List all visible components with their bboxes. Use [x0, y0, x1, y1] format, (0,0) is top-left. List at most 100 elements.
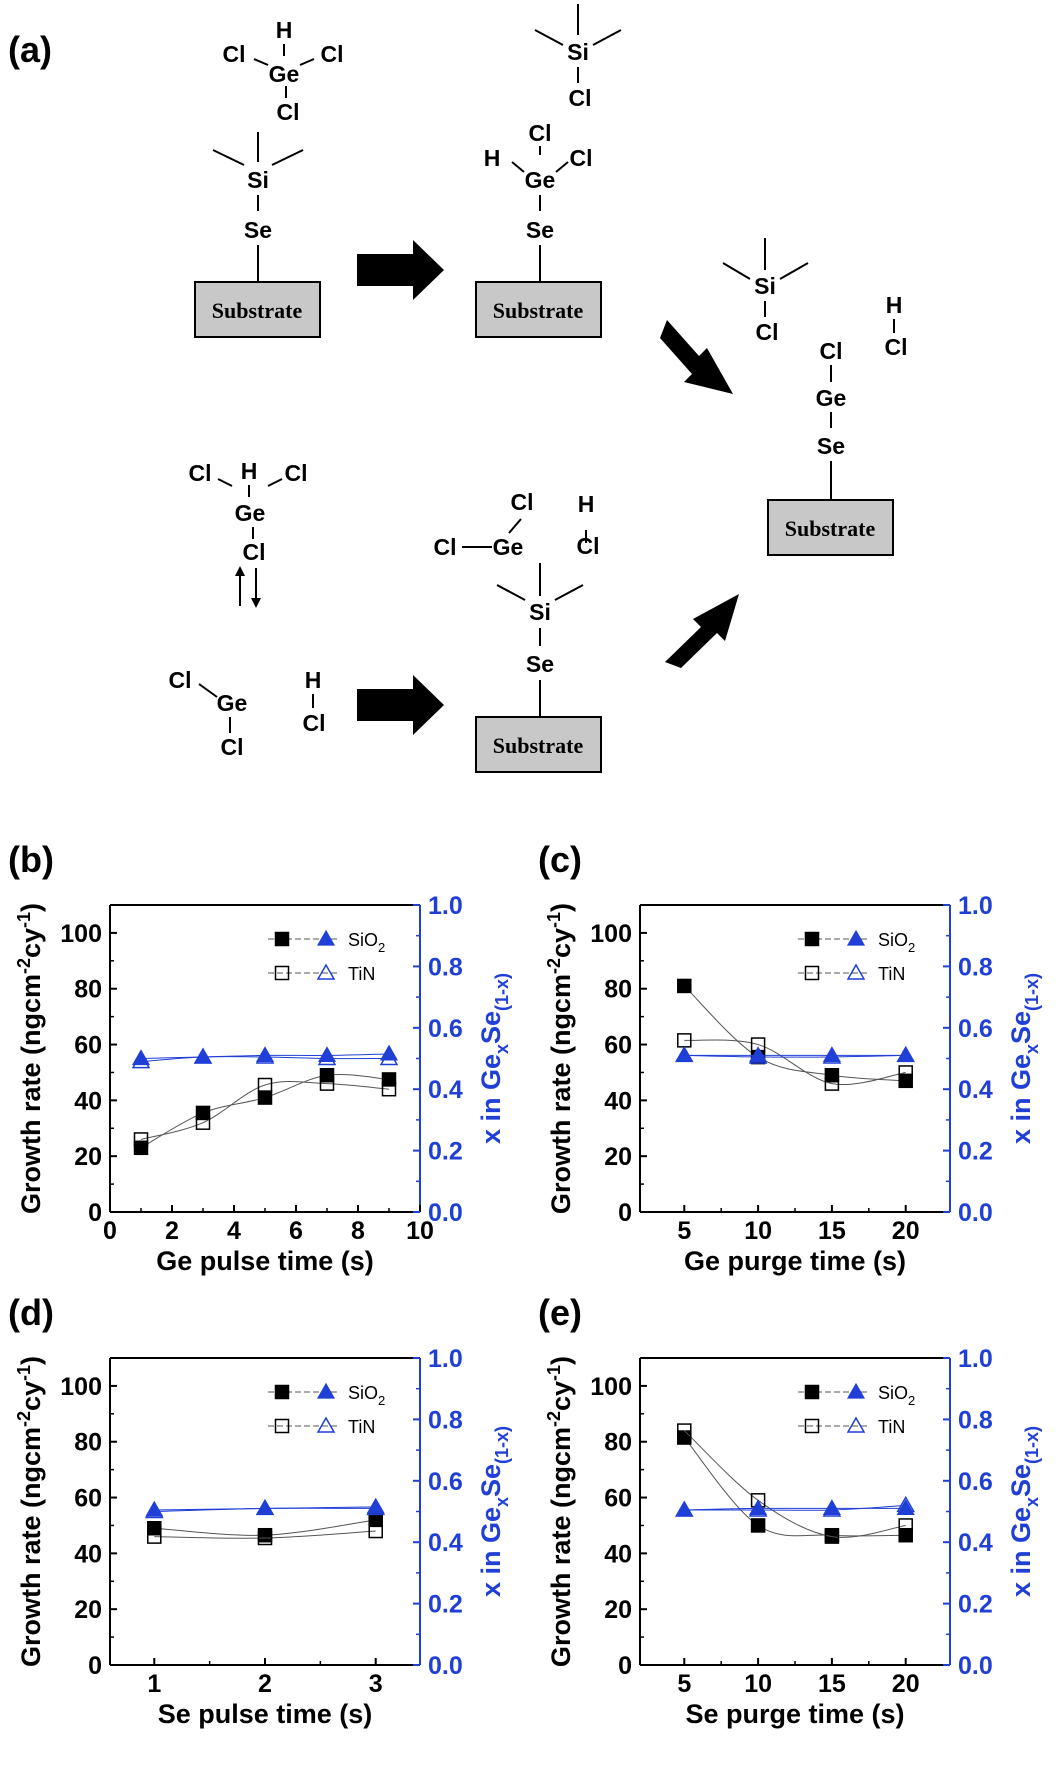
y2-tick-label: 0.8 — [958, 1406, 993, 1434]
y2-tick-label: 0.4 — [428, 1076, 463, 1104]
data-point-triangle-filled — [846, 929, 866, 946]
data-point-triangle-open — [748, 1500, 768, 1517]
atom: Si — [567, 39, 589, 65]
y-tick-label: 100 — [590, 920, 632, 948]
y2-tick-label: 0.4 — [958, 1076, 993, 1104]
svg-text:Substrate: Substrate — [785, 516, 876, 541]
x-tick-label: 6 — [289, 1217, 303, 1245]
data-point-triangle-open — [366, 1498, 386, 1516]
data-point-square-open — [274, 965, 290, 981]
data-point-square-open — [319, 1076, 335, 1091]
y2-tick-label: 0.8 — [428, 953, 463, 981]
atom: Ge — [493, 534, 524, 560]
y-tick-label: 100 — [590, 1373, 632, 1401]
series-line — [684, 1507, 906, 1511]
data-point-square-open — [804, 965, 820, 981]
x-tick-label: 20 — [892, 1217, 920, 1245]
y2-tick-label: 1.0 — [428, 1345, 463, 1373]
data-point-triangle-filled — [675, 1500, 694, 1517]
data-point-triangle-filled — [749, 1046, 768, 1063]
y2-tick-label: 0.0 — [958, 1199, 993, 1227]
svg-text:Substrate: Substrate — [493, 298, 584, 323]
atom: Cl — [569, 85, 592, 111]
data-point-triangle-filled — [255, 1499, 275, 1516]
svg-text:Substrate: Substrate — [212, 298, 303, 323]
data-point-triangle-filled — [366, 1497, 385, 1514]
x-tick-label: 0 — [103, 1217, 117, 1245]
y-tick-label: 20 — [604, 1143, 632, 1171]
data-point-square-filled — [898, 1073, 913, 1089]
atom: Ge — [525, 167, 556, 193]
x-tick-label: 5 — [677, 1217, 691, 1245]
atom: Cl — [277, 99, 300, 125]
y2-tick-label: 0.0 — [428, 1652, 463, 1680]
atom: Ge — [269, 61, 300, 87]
data-point-triangle-filled — [255, 1046, 275, 1063]
data-point-triangle-filled — [193, 1047, 213, 1064]
series-line — [154, 1507, 376, 1512]
y-tick-label: 40 — [74, 1087, 102, 1115]
y2-tick-label: 0.8 — [428, 1406, 463, 1434]
y-tick-label: 40 — [604, 1540, 632, 1568]
y2-axis-label: x in GexSe(1-x) — [1006, 973, 1042, 1144]
panel-d: (d) 1 2 3 0 20 40 60 80 100 0.0 0.2 0.4 0.6 0.8 1.0 Se … — [8, 1292, 512, 1729]
data-point-triangle-open — [896, 1045, 916, 1063]
data-point-triangle-filled — [675, 1046, 694, 1063]
legend-label: SiO2 — [348, 1383, 385, 1408]
y-tick-label: 60 — [604, 1485, 632, 1513]
y2-axis-label: x in GexSe(1-x) — [476, 1426, 512, 1597]
data-point-triangle-filled — [316, 929, 336, 946]
y2-tick-label: 0.6 — [958, 1468, 993, 1496]
data-point-triangle-filled — [316, 1382, 336, 1399]
y-tick-label: 80 — [604, 976, 632, 1004]
y-tick-label: 60 — [74, 1485, 102, 1513]
atom: Cl — [321, 41, 344, 67]
atom: Si — [247, 167, 269, 193]
y2-tick-label: 0.2 — [958, 1591, 993, 1619]
y-axis-label: Growth rate (ngcm-2cy-1) — [14, 903, 46, 1214]
x-tick-label: 8 — [351, 1217, 365, 1245]
y2-axis-label: x in GexSe(1-x) — [1006, 1426, 1042, 1597]
panel-c: (c) 5 10 15 20 0 20 40 60 80 100 0.0 0.2 0.4 0.6 0.8 1.… — [538, 839, 1042, 1276]
data-point-square-filled — [824, 1067, 840, 1083]
panel-label-c: (c) — [538, 839, 582, 880]
atom: Cl — [189, 460, 212, 486]
y2-tick-label: 0.4 — [958, 1529, 993, 1557]
y2-tick-label: 0.0 — [958, 1652, 993, 1680]
y2-tick-label: 0.8 — [958, 953, 993, 981]
data-point-triangle-open — [131, 1052, 151, 1069]
x-tick-label: 10 — [406, 1217, 434, 1245]
panel-b: (b) 0 2 4 6 8 100204060801000.00.20.40.60.81.… — [8, 839, 512, 1276]
data-point-square-open — [898, 1518, 913, 1533]
data-point-square-open — [257, 1530, 273, 1546]
y-tick-label: 60 — [74, 1032, 102, 1060]
atom: Si — [529, 599, 551, 625]
y-tick-label: 40 — [604, 1087, 632, 1115]
y2-tick-label: 1.0 — [958, 892, 993, 920]
y-tick-label: 20 — [74, 1596, 102, 1624]
atom: Cl — [221, 734, 244, 760]
y-tick-label: 20 — [604, 1596, 632, 1624]
atom: Cl — [820, 338, 843, 364]
atom: Cl — [577, 533, 600, 559]
y-tick-label: 60 — [604, 1032, 632, 1060]
panel-label-e: (e) — [538, 1292, 582, 1333]
y-tick-label: 80 — [74, 1429, 102, 1457]
atom: Cl — [511, 489, 534, 515]
atom: Se — [817, 433, 845, 459]
svg-text:Substrate: Substrate — [493, 733, 584, 758]
scheme-bonds — [198, 4, 895, 733]
chart-c: 5 10 15 20 0 20 40 60 80 100 0.0 0.2 0.4 0.6 0.8 1.0 Ge … — [544, 892, 1042, 1276]
data-point-triangle-filled — [145, 1500, 164, 1517]
y-tick-label: 100 — [60, 920, 102, 948]
x-tick-label: 2 — [165, 1217, 179, 1245]
arrow-down-right — [660, 320, 733, 394]
x-tick-label: 4 — [227, 1217, 241, 1245]
legend-label: SiO2 — [348, 930, 385, 955]
chart-d: 1 2 3 0 20 40 60 80 100 0.0 0.2 0.4 0.6 0.8 1.0 Se puls… — [14, 1345, 512, 1729]
data-point-triangle-filled — [846, 1382, 866, 1399]
series-line — [683, 1437, 906, 1537]
legend-label: TiN — [878, 964, 905, 984]
atom: Se — [526, 217, 554, 243]
